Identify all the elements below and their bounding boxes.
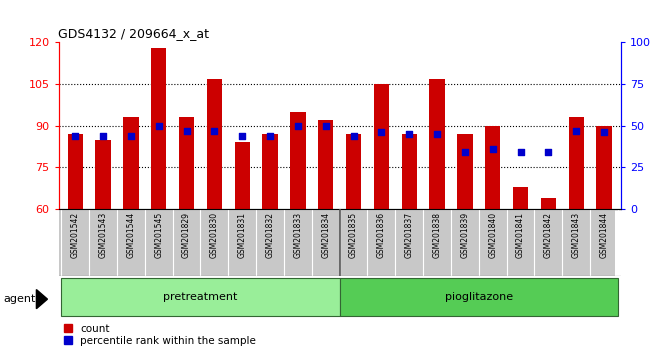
Point <box>515 149 526 155</box>
Bar <box>569 118 584 209</box>
Text: agent: agent <box>3 294 36 304</box>
Point <box>209 128 220 133</box>
Bar <box>402 134 417 209</box>
Point <box>404 131 415 137</box>
Bar <box>290 112 305 209</box>
Text: GSM201842: GSM201842 <box>544 212 553 258</box>
Bar <box>485 126 500 209</box>
Bar <box>263 134 278 209</box>
Bar <box>124 118 138 209</box>
Text: GSM201545: GSM201545 <box>154 212 163 258</box>
Bar <box>151 48 166 209</box>
Bar <box>318 120 333 209</box>
FancyBboxPatch shape <box>339 278 618 316</box>
Text: GSM201834: GSM201834 <box>321 212 330 258</box>
Bar <box>430 79 445 209</box>
Point <box>125 133 136 138</box>
Bar <box>96 139 111 209</box>
Bar <box>235 142 250 209</box>
Point <box>543 149 554 155</box>
Legend: count, percentile rank within the sample: count, percentile rank within the sample <box>64 324 256 346</box>
Bar <box>346 134 361 209</box>
Point <box>320 123 331 129</box>
Point <box>237 133 248 138</box>
Point <box>265 133 275 138</box>
Point <box>98 133 109 138</box>
Point <box>599 130 609 135</box>
Text: GSM201543: GSM201543 <box>99 212 107 258</box>
Point <box>488 146 498 152</box>
Text: GSM201838: GSM201838 <box>432 212 441 258</box>
Text: GDS4132 / 209664_x_at: GDS4132 / 209664_x_at <box>58 27 209 40</box>
Text: GSM201544: GSM201544 <box>126 212 135 258</box>
Text: GSM201833: GSM201833 <box>293 212 302 258</box>
Bar <box>68 134 83 209</box>
Point <box>153 123 164 129</box>
Text: GSM201840: GSM201840 <box>488 212 497 258</box>
Bar <box>513 187 528 209</box>
Point <box>460 149 470 155</box>
Bar <box>597 126 612 209</box>
Point <box>571 128 581 133</box>
Text: GSM201831: GSM201831 <box>238 212 247 258</box>
Text: GSM201841: GSM201841 <box>516 212 525 258</box>
Bar <box>207 79 222 209</box>
Text: GSM201829: GSM201829 <box>182 212 191 258</box>
Text: GSM201836: GSM201836 <box>377 212 386 258</box>
Point <box>292 123 303 129</box>
Text: GSM201832: GSM201832 <box>266 212 274 258</box>
Bar <box>541 198 556 209</box>
Text: GSM201830: GSM201830 <box>210 212 219 258</box>
Text: pioglitazone: pioglitazone <box>445 292 513 302</box>
Polygon shape <box>36 290 47 309</box>
Point <box>348 133 359 138</box>
Point <box>70 133 81 138</box>
Text: GSM201839: GSM201839 <box>460 212 469 258</box>
Point <box>181 128 192 133</box>
Point <box>376 130 387 135</box>
Bar <box>457 134 473 209</box>
Bar <box>179 118 194 209</box>
Text: GSM201844: GSM201844 <box>599 212 608 258</box>
Text: GSM201542: GSM201542 <box>71 212 80 258</box>
Text: GSM201837: GSM201837 <box>405 212 413 258</box>
FancyBboxPatch shape <box>61 278 339 316</box>
Bar <box>374 84 389 209</box>
Point <box>432 131 442 137</box>
Text: GSM201835: GSM201835 <box>349 212 358 258</box>
Text: GSM201843: GSM201843 <box>572 212 580 258</box>
Text: pretreatment: pretreatment <box>163 292 238 302</box>
